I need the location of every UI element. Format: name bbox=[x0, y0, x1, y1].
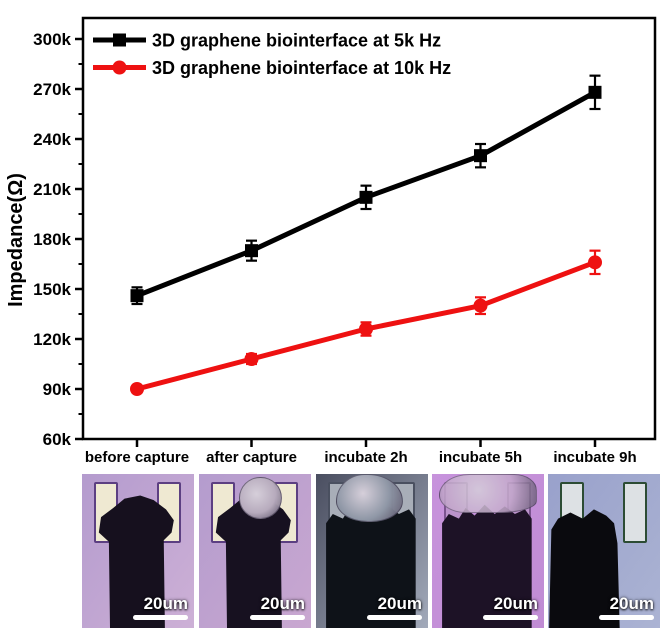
x-tick-label: after capture bbox=[206, 449, 297, 466]
square-marker bbox=[359, 190, 373, 204]
captured-cell bbox=[336, 474, 404, 523]
x-tick-label: incubate 5h bbox=[439, 449, 522, 466]
electrode-pad-right bbox=[623, 481, 647, 544]
electrode-probe bbox=[549, 509, 620, 628]
electrode-probe bbox=[442, 504, 532, 628]
scale-label: 20um bbox=[260, 594, 305, 613]
y-tick-label: 240k bbox=[33, 130, 71, 149]
scale-annotation: 20um bbox=[250, 595, 305, 620]
circle-marker bbox=[588, 255, 602, 270]
legend-square-marker bbox=[113, 33, 126, 47]
scale-bar bbox=[483, 615, 538, 620]
micrograph-after-capture: 20um bbox=[199, 474, 311, 628]
scale-bar bbox=[250, 615, 305, 620]
scale-label: 20um bbox=[609, 594, 654, 613]
y-tick-label: 120k bbox=[33, 330, 71, 349]
scale-bar bbox=[599, 615, 654, 620]
circle-marker bbox=[244, 352, 259, 366]
square-marker bbox=[588, 85, 602, 99]
plot-frame bbox=[81, 16, 657, 441]
electrode-probe bbox=[98, 495, 174, 628]
legend-label: 3D graphene biointerface at 10k Hz bbox=[152, 58, 451, 78]
scale-annotation: 20um bbox=[367, 595, 422, 620]
scale-annotation: 20um bbox=[133, 595, 188, 620]
circle-marker bbox=[130, 382, 144, 396]
circle-marker bbox=[473, 298, 488, 313]
micrograph-incubate-5h: 20um bbox=[432, 474, 544, 628]
square-marker bbox=[474, 149, 487, 163]
legend-label: 3D graphene biointerface at 5k Hz bbox=[152, 31, 441, 51]
circle-marker bbox=[359, 322, 373, 336]
y-tick-label: 150k bbox=[33, 280, 71, 299]
scale-label: 20um bbox=[143, 594, 188, 613]
y-tick-label: 90k bbox=[43, 380, 72, 399]
micrograph-incubate-2h: 20um bbox=[316, 474, 428, 628]
captured-cell bbox=[239, 477, 282, 520]
micrograph-strip: 20um 20um 20um 20um 20um bbox=[0, 474, 664, 632]
micrograph-incubate-9h: 20um bbox=[548, 474, 660, 628]
square-marker bbox=[245, 244, 258, 258]
scale-label: 20um bbox=[377, 594, 422, 613]
y-axis-label: Impedance(Ω) bbox=[5, 173, 27, 307]
x-tick-label: incubate 2h bbox=[324, 449, 407, 466]
legend-circle-marker bbox=[112, 60, 127, 75]
y-tick-label: 60k bbox=[43, 430, 72, 449]
scale-bar bbox=[133, 615, 188, 620]
y-tick-label: 210k bbox=[33, 180, 71, 199]
x-tick-label: before capture bbox=[85, 449, 189, 466]
y-tick-label: 300k bbox=[33, 30, 71, 49]
scale-annotation: 20um bbox=[483, 595, 538, 620]
scale-annotation: 20um bbox=[599, 595, 654, 620]
impedance-line-chart: 60k 90k 120k 150k 180k 210k 240k 270k 300k before… bbox=[5, 16, 657, 466]
electrode-probe bbox=[326, 504, 416, 628]
scale-bar bbox=[367, 615, 422, 620]
y-tick-label: 180k bbox=[33, 230, 71, 249]
square-marker bbox=[130, 289, 144, 303]
y-tick-label: 270k bbox=[33, 80, 71, 99]
scale-label: 20um bbox=[493, 594, 538, 613]
x-tick-label: incubate 9h bbox=[553, 449, 636, 466]
captured-cell bbox=[438, 474, 538, 513]
micrograph-before-capture: 20um bbox=[82, 474, 194, 628]
